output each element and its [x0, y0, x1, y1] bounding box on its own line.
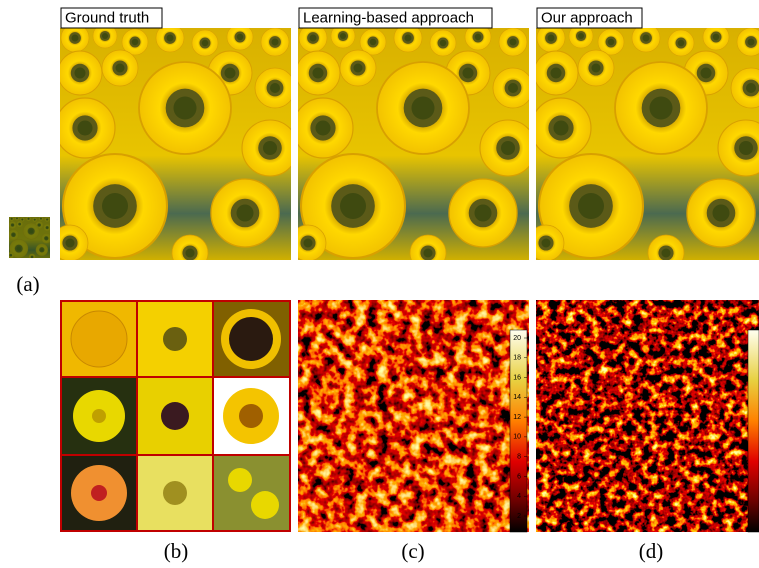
label-box: Learning-based approach — [299, 8, 492, 28]
error-map-ours — [536, 300, 759, 532]
caption: (a) — [16, 272, 39, 296]
colorbar-tick-label: 12 — [513, 414, 521, 421]
figure: Ground truth Learning-based approach Our… — [0, 0, 759, 568]
learning-based-image — [290, 24, 536, 271]
caption: (d) — [639, 539, 664, 563]
caption: (b) — [164, 539, 189, 563]
colorbar-tick-label: 6 — [517, 473, 521, 480]
label-box: Ground truth — [61, 8, 162, 28]
colorbar-tick-label: 10 — [513, 434, 521, 441]
caption: (c) — [401, 539, 424, 563]
colorbar-tick-label: 4 — [517, 493, 521, 500]
panel-label: Learning-based approach — [303, 9, 474, 26]
colorbar-tick-label: 2 — [517, 513, 521, 520]
input-thumbnail — [8, 216, 52, 260]
ground-truth-image — [52, 24, 298, 271]
colorbar-tick-label: 20 — [513, 335, 521, 342]
label-box: Our approach — [537, 8, 642, 28]
colorbar-tick-label: 18 — [513, 355, 521, 362]
colorbar-tick-label: 8 — [517, 454, 521, 461]
colorbar — [748, 330, 759, 532]
panel-label: Ground truth — [65, 9, 149, 26]
error-map-learning: 20 18 16 14 12 10 8 6 4 2 — [298, 300, 529, 532]
colorbar-tick-label: 14 — [513, 394, 521, 401]
training-grid — [60, 300, 291, 532]
panel-label: Our approach — [541, 9, 633, 26]
colorbar-tick-label: 16 — [513, 374, 521, 381]
our-approach-image — [528, 24, 759, 271]
